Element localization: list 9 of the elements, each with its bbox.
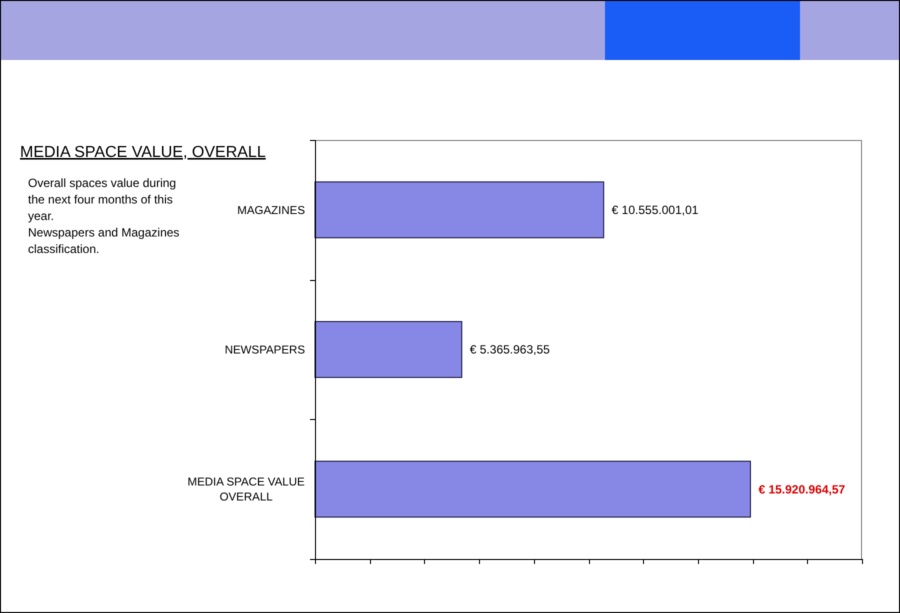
- y-tick-label: MAGAZINES: [237, 204, 306, 217]
- data-label: € 10.555.001,01: [612, 203, 699, 218]
- annotation: € 15.920.964,57: [758, 482, 846, 496]
- text: Newspapers and Magazines classification.: [28, 226, 180, 256]
- text: MEDIA SPACE VALUE, OVERALL: [20, 144, 266, 161]
- data-label: € 5.365.963,55: [470, 342, 550, 357]
- y-tick-label: MEDIA SPACE VALUE OVERALL: [188, 476, 306, 504]
- y-tick-label: NEWSPAPERS: [224, 344, 306, 357]
- text: Overall spaces value during the next four months of this year.: [28, 176, 176, 223]
